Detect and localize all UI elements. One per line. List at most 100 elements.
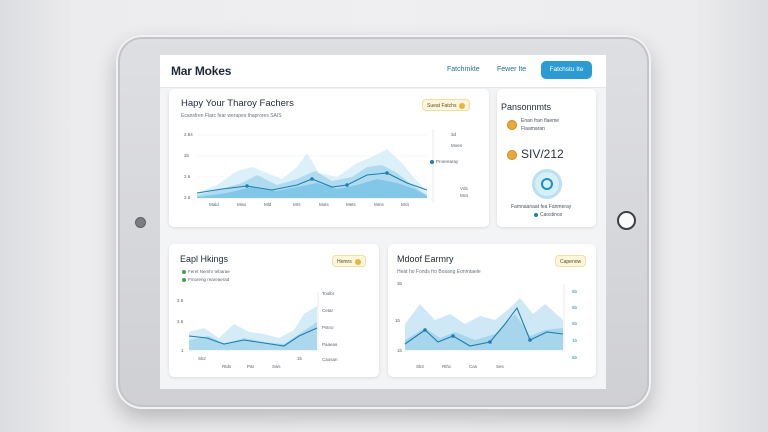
- caption-label: Caostinos: [540, 212, 563, 218]
- top-bar: Mar Mokes Fatchmkte Fewer Ite Fatchstu I…: [160, 55, 606, 88]
- card-side-title: Pansonnmts: [501, 102, 552, 112]
- legend-label: Fmoreng reareaerad: [188, 277, 230, 282]
- legend-item: Vds: [460, 186, 468, 191]
- x-tick: Miss: [237, 202, 247, 207]
- dashboard-screen: Mar Mokes Fatchmkte Fewer Ite Fatchstu I…: [160, 55, 606, 389]
- x-tick: Mets: [346, 202, 356, 207]
- legend-label: Feret Nemhr tebarae: [188, 269, 230, 274]
- y-tick: 2.84: [184, 132, 193, 137]
- data-point: [310, 177, 314, 181]
- y-tick: 1b: [397, 348, 403, 353]
- y-tick: 2b: [184, 153, 190, 158]
- main-area-chart: [196, 129, 434, 203]
- y-tick: 3.8: [177, 298, 184, 303]
- legend-item: Feret Nemhr tebarae: [182, 269, 230, 274]
- y-tick: 2.6: [184, 174, 191, 179]
- pill-label: Hemrs: [337, 259, 352, 265]
- legend-item: Proerearay: [430, 159, 458, 164]
- legend-dot: [430, 159, 434, 164]
- card-br-title: Mdoof Earmry: [397, 254, 454, 264]
- card-bl-pill[interactable]: Hemrs: [332, 255, 366, 267]
- data-point: [385, 171, 389, 175]
- right-tick: 1b: [572, 338, 578, 343]
- legend-label: Proerearay: [436, 159, 459, 164]
- x-tick: Mld: [264, 202, 272, 207]
- app-title: Mar Mokes: [171, 64, 232, 78]
- data-point: [488, 340, 492, 344]
- home-button[interactable]: [617, 211, 636, 230]
- right-tick: Toolbr: [322, 291, 335, 296]
- gauge-icon: [532, 169, 562, 199]
- nav-link-2[interactable]: Fewer Ite: [497, 66, 527, 73]
- nav-link-1[interactable]: Fatchmkte: [447, 66, 480, 73]
- pill-label: Capenow: [560, 259, 582, 265]
- area-front: [197, 179, 427, 198]
- area-back: [189, 306, 317, 350]
- legend-dot: [182, 277, 186, 282]
- y-tick: 3b: [397, 281, 403, 286]
- pill-label: Sueat Fatchs: [427, 103, 457, 109]
- card-main-title: Hapy Your Tharoy Fachers: [181, 98, 294, 109]
- area-front: [405, 314, 563, 350]
- side-row-1: Enan fran flaeme: [521, 118, 560, 124]
- coin-icon: [507, 120, 517, 130]
- card-bottom-right: Mdoof Earmry Heat ho Fonds fro Bosang Eo…: [388, 244, 596, 377]
- side-row-1b: Flaamaran: [521, 126, 545, 132]
- y-tick: 1b: [395, 318, 401, 323]
- right-tick: 5b: [572, 305, 578, 310]
- right-tick: Caosan: [322, 357, 338, 362]
- legend-item: Moes: [451, 143, 463, 148]
- camera-icon: [135, 217, 146, 228]
- x-tick: Sws: [272, 364, 281, 369]
- y-tick: 3.6: [177, 319, 184, 324]
- bl-area-chart: [188, 292, 319, 352]
- right-tick: 5b: [572, 289, 578, 294]
- right-tick: Cetar: [322, 308, 334, 313]
- legend-item: Fmoreng reareaerad: [182, 277, 229, 282]
- legend-dot: [182, 269, 186, 274]
- side-big-value: SIV/212: [521, 147, 564, 161]
- right-tick: Pstno: [322, 325, 334, 330]
- x-tick: Mcs: [401, 202, 410, 207]
- coin-icon: [507, 150, 517, 160]
- series-line: [188, 327, 318, 347]
- card-bl-title: Eapl Hkings: [180, 254, 229, 264]
- card-main-pill[interactable]: Sueat Fatchs: [422, 99, 471, 111]
- primary-action-button[interactable]: Fatchstu Ite: [541, 61, 592, 79]
- coin-icon: [459, 102, 466, 109]
- right-tick: 5b: [572, 355, 578, 360]
- side-caption: Famnaanaat fea Fanmeray: [511, 204, 572, 210]
- card-main-subtitle: Ecansfren Flarc fear werapes thaprores S…: [181, 113, 282, 119]
- data-point: [345, 183, 349, 187]
- card-main-chart: Hapy Your Tharoy Fachers Ecansfren Flarc…: [169, 89, 489, 227]
- card-bottom-left: Eapl Hkings Hemrs Feret Nemhr tebarae Fm…: [169, 244, 379, 377]
- y-tick: 1: [181, 348, 184, 353]
- data-point: [245, 184, 249, 188]
- right-tick: 5b: [572, 321, 578, 326]
- x-tick: Cas: [469, 364, 478, 369]
- legend-item: 3d: [451, 132, 457, 137]
- x-tick: Rtds: [222, 364, 232, 369]
- data-point: [528, 338, 532, 342]
- br-area-chart: [404, 284, 565, 352]
- x-tick: Rthc: [442, 364, 452, 369]
- card-br-pill[interactable]: Capenow: [555, 255, 587, 267]
- series-line: [196, 172, 428, 194]
- x-tick: Pat: [247, 364, 254, 369]
- right-tick: Paaeas: [322, 342, 338, 347]
- legend-dot: [534, 212, 538, 217]
- legend-item: Mcs: [460, 193, 469, 198]
- card-br-subtitle: Heat ho Fonds fro Bosang Eonmtaele: [397, 269, 481, 275]
- x-tick: Mots: [319, 202, 329, 207]
- side-caption-2: Caostinos: [534, 212, 562, 218]
- coin-icon: [354, 258, 361, 265]
- x-tick: Mrs: [293, 202, 301, 207]
- x-tick: Mms: [374, 202, 384, 207]
- x-tick: Mald: [209, 202, 219, 207]
- data-point: [451, 334, 455, 338]
- x-tick: 1b: [297, 356, 303, 361]
- data-point: [423, 328, 427, 332]
- x-tick: Ses: [496, 364, 504, 369]
- y-tick: 2.6: [184, 195, 191, 200]
- card-side: Pansonnmts Enan fran flaeme Flaamaran SI…: [497, 89, 596, 227]
